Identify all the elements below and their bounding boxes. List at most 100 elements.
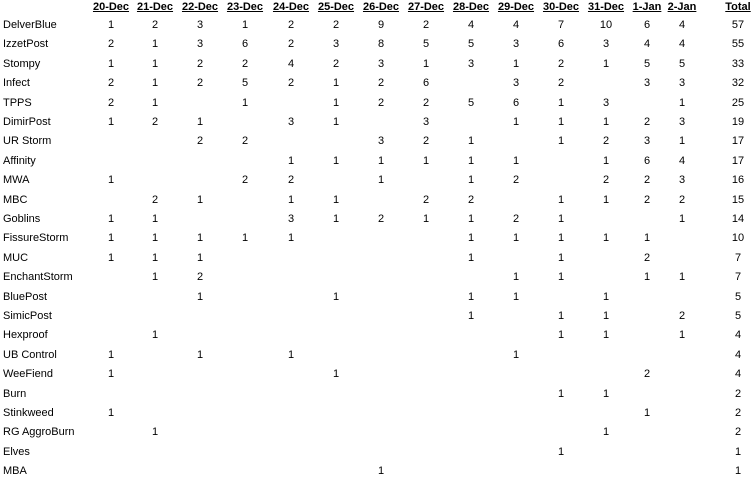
count-cell: 5	[643, 57, 651, 70]
count-cell: 1	[557, 445, 565, 458]
table-row: UB Control 1 1 1 1 4	[0, 349, 753, 368]
deck-name: TPPS	[3, 96, 32, 109]
count-cell: 3	[602, 96, 610, 109]
count-cell: 2	[196, 77, 204, 90]
count-cell: 6	[643, 154, 651, 167]
count-cell: 1	[332, 213, 340, 225]
count-cell: 3	[678, 174, 686, 187]
column-header: 2-Jan	[667, 1, 697, 13]
total-header: Total	[725, 1, 751, 13]
count-cell: 2	[241, 174, 249, 187]
count-cell: 2	[678, 310, 686, 322]
count-cell: 2	[643, 193, 651, 206]
count-cell: 3	[377, 57, 385, 70]
table-row: EnchantStorm 1 2 1 1 1 1 7	[0, 271, 753, 290]
total-cell: 25	[731, 96, 745, 109]
count-cell: 4	[512, 19, 520, 31]
count-cell: 3	[287, 116, 295, 128]
count-cell: 1	[602, 193, 610, 206]
count-cell: 1	[512, 232, 520, 245]
total-cell: 57	[731, 19, 745, 31]
count-cell: 1	[107, 213, 115, 225]
count-cell: 2	[287, 38, 295, 51]
count-cell: 7	[557, 19, 565, 31]
count-cell: 2	[557, 77, 565, 90]
count-cell: 3	[196, 38, 204, 51]
count-cell: 1	[557, 310, 565, 322]
count-cell: 2	[196, 57, 204, 70]
count-cell: 2	[602, 135, 610, 148]
deck-name: Stompy	[3, 57, 41, 70]
total-cell: 16	[731, 174, 745, 187]
count-cell: 1	[602, 329, 610, 342]
deck-name: UB Control	[3, 348, 57, 361]
column-header: 23-Dec	[226, 1, 264, 13]
count-cell: 1	[557, 232, 565, 245]
count-cell: 1	[602, 232, 610, 245]
count-cell: 5	[467, 96, 475, 109]
count-cell: 1	[151, 213, 159, 225]
count-cell: 2	[467, 193, 475, 206]
count-cell: 1	[467, 310, 475, 322]
count-cell: 1	[678, 271, 686, 284]
table-row: DelverBlue 1 2 3 1 2 2 9 2 4 4 7 10 6 4 57	[0, 19, 753, 38]
count-cell: 3	[377, 135, 385, 148]
table-row: SimicPost 1 1 1 2 5	[0, 310, 753, 329]
total-cell: 17	[731, 154, 745, 167]
count-cell: 1	[287, 154, 295, 167]
count-cell: 6	[512, 96, 520, 109]
count-cell: 4	[678, 38, 686, 51]
count-cell: 2	[287, 77, 295, 90]
column-header: 21-Dec	[136, 1, 174, 13]
count-cell: 1	[643, 407, 651, 419]
table-row: UR Storm 2 2 3 2 1 1 2 3 1 17	[0, 135, 753, 154]
count-cell: 1	[678, 329, 686, 342]
count-cell: 3	[643, 135, 651, 148]
count-cell: 1	[557, 251, 565, 264]
count-cell: 1	[196, 116, 204, 128]
count-cell: 3	[332, 38, 340, 51]
count-cell: 1	[467, 232, 475, 245]
column-header: 31-Dec	[587, 1, 625, 13]
count-cell: 1	[196, 193, 204, 206]
count-cell: 1	[467, 251, 475, 264]
count-cell: 1	[196, 251, 204, 264]
count-cell: 1	[512, 154, 520, 167]
total-cell: 2	[734, 426, 742, 439]
table-row: Goblins 1 1 3 1 2 1 1 2 1 1 14	[0, 213, 753, 232]
deck-name: RG AggroBurn	[3, 426, 75, 439]
count-cell: 1	[422, 154, 430, 167]
count-cell: 2	[107, 38, 115, 51]
count-cell: 1	[287, 193, 295, 206]
count-cell: 4	[678, 19, 686, 31]
deck-name: BluePost	[3, 290, 48, 303]
count-cell: 2	[377, 96, 385, 109]
count-cell: 1	[557, 271, 565, 284]
count-cell: 1	[151, 271, 159, 284]
count-cell: 2	[332, 57, 340, 70]
count-cell: 1	[512, 348, 520, 361]
count-cell: 1	[332, 193, 340, 206]
total-cell: 17	[731, 135, 745, 148]
count-cell: 1	[107, 348, 115, 361]
count-cell: 2	[643, 116, 651, 128]
deck-name: WeeFiend	[3, 368, 53, 381]
count-cell: 1	[512, 271, 520, 284]
table-row: Elves 1 1	[0, 446, 753, 465]
count-cell: 4	[678, 154, 686, 167]
table-row: BluePost 1 1 1 1 1 5	[0, 291, 753, 310]
count-cell: 4	[287, 57, 295, 70]
count-cell: 1	[467, 154, 475, 167]
total-cell: 1	[734, 445, 742, 458]
count-cell: 9	[377, 19, 385, 31]
table-row: TPPS 2 1 1 1 2 2 5 6 1 3 1 25	[0, 97, 753, 116]
total-cell: 7	[734, 271, 742, 284]
count-cell: 5	[467, 38, 475, 51]
count-cell: 1	[602, 310, 610, 322]
column-header: 25-Dec	[317, 1, 355, 13]
count-cell: 1	[557, 329, 565, 342]
column-header: 24-Dec	[272, 1, 310, 13]
count-cell: 1	[467, 290, 475, 303]
count-cell: 2	[422, 193, 430, 206]
count-cell: 1	[643, 232, 651, 245]
